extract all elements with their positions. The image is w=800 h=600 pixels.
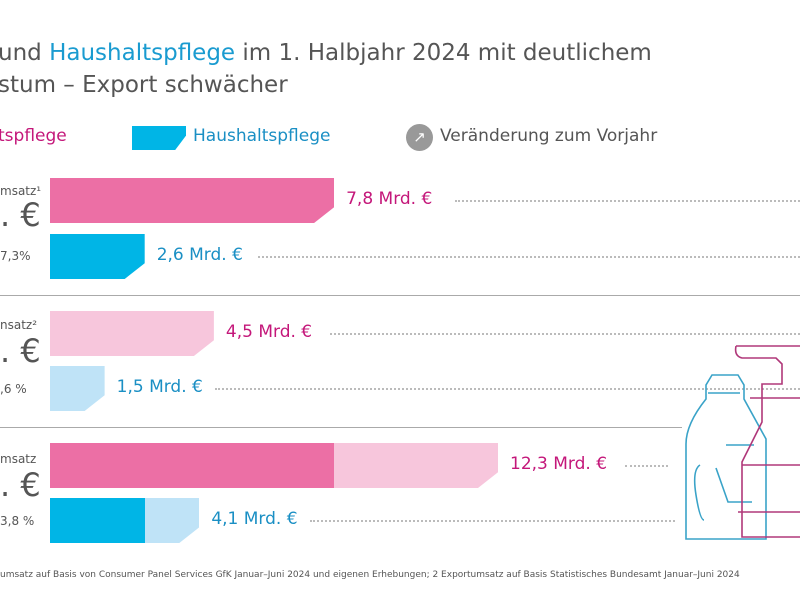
title-text: im 1. Halbjahr 2024 mit deutlichem bbox=[235, 40, 652, 66]
divider bbox=[0, 427, 682, 428]
dotted-leader bbox=[455, 200, 800, 202]
bar-series1 bbox=[50, 311, 214, 356]
dotted-leader bbox=[215, 388, 800, 390]
arrow-up-right-icon: ↗ bbox=[406, 124, 433, 151]
bar-series1 bbox=[50, 443, 498, 488]
data-label: 1,5 Mrd. € bbox=[116, 377, 203, 397]
legend-series1: tspflege bbox=[0, 126, 67, 146]
bar-series2 bbox=[50, 498, 199, 543]
section-total: . € bbox=[0, 332, 41, 370]
bar-segment bbox=[50, 443, 334, 488]
footnote: umsatz auf Basis von Consumer Panel Serv… bbox=[0, 570, 740, 580]
bar-segment bbox=[334, 443, 498, 488]
data-label: 7,8 Mrd. € bbox=[346, 189, 433, 209]
section-label: msatz bbox=[0, 452, 37, 466]
data-label: 12,3 Mrd. € bbox=[510, 454, 608, 474]
dotted-leader bbox=[258, 256, 800, 258]
dotted-leader bbox=[310, 520, 675, 522]
section-label: msatz¹ bbox=[0, 184, 42, 198]
bar-segment bbox=[50, 498, 145, 543]
data-label: 2,6 Mrd. € bbox=[156, 245, 243, 265]
title-highlight: Haushaltspflege bbox=[49, 40, 236, 66]
bar-series2 bbox=[50, 366, 105, 411]
section-label: nsatz² bbox=[0, 318, 38, 332]
legend-series2: Haushaltspflege bbox=[193, 126, 331, 146]
dotted-leader bbox=[625, 465, 668, 467]
data-label: 4,1 Mrd. € bbox=[211, 509, 298, 529]
legend-change: Veränderung zum Vorjahr bbox=[440, 126, 658, 146]
section-change: 3,8 % bbox=[0, 514, 35, 528]
bar-segment bbox=[145, 498, 200, 543]
legend-swatch-blue bbox=[132, 126, 186, 150]
section-total: . € bbox=[0, 466, 41, 504]
dotted-leader bbox=[330, 333, 800, 335]
chart-title-line1: und Haushaltspflege im 1. Halbjahr 2024 … bbox=[0, 40, 652, 66]
divider bbox=[0, 295, 800, 296]
section-change: 7,3% bbox=[0, 249, 31, 263]
section-change: ,6 % bbox=[0, 382, 27, 396]
bottles-illustration bbox=[685, 345, 800, 540]
chart-title-line2: stum – Export schwächer bbox=[0, 72, 288, 98]
section-total: . € bbox=[0, 196, 41, 234]
title-text: und bbox=[0, 40, 50, 66]
bar-series1 bbox=[50, 178, 334, 223]
bar-series2 bbox=[50, 234, 145, 279]
data-label: 4,5 Mrd. € bbox=[225, 322, 313, 342]
